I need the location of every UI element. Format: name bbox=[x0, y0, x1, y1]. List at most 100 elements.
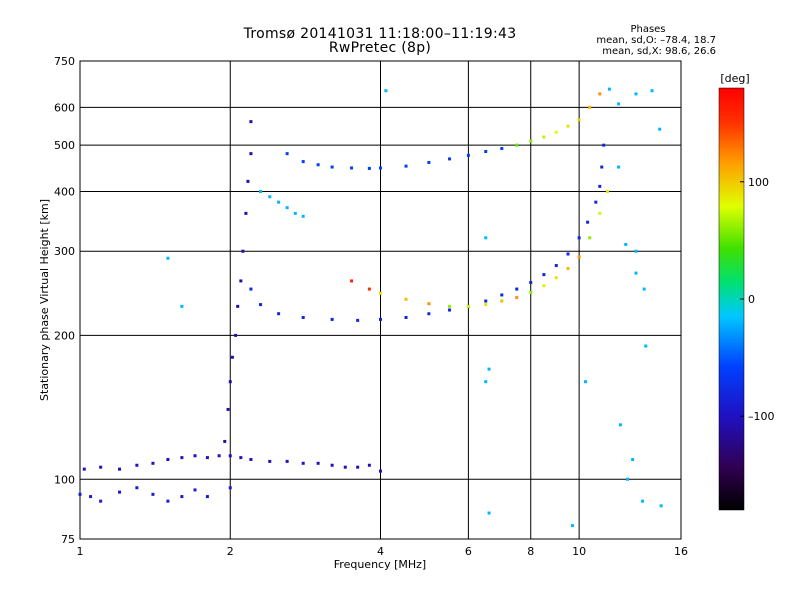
x-tick-label: 10 bbox=[572, 545, 586, 558]
data-point bbox=[241, 249, 245, 253]
data-points bbox=[78, 87, 663, 528]
data-point bbox=[350, 279, 354, 283]
data-point bbox=[316, 163, 320, 167]
series-scattered bbox=[166, 87, 663, 528]
x-tick-label: 4 bbox=[377, 545, 384, 558]
data-point bbox=[367, 166, 371, 170]
data-point bbox=[644, 344, 648, 348]
x-tick-label: 1 bbox=[77, 545, 84, 558]
data-point bbox=[529, 281, 533, 285]
data-point bbox=[379, 291, 382, 295]
colorbar-label: [deg] bbox=[720, 72, 749, 85]
data-point bbox=[515, 296, 519, 300]
x-axis-label: Frequency [MHz] bbox=[334, 558, 426, 571]
y-tick-label: 75 bbox=[61, 533, 75, 546]
data-point bbox=[617, 165, 621, 169]
data-point bbox=[330, 463, 334, 467]
data-point bbox=[228, 486, 232, 490]
data-point bbox=[427, 312, 431, 316]
data-point bbox=[228, 454, 232, 458]
data-point bbox=[631, 457, 635, 461]
phases-line-x: mean, sd,X: 98.6, 26.6 bbox=[602, 46, 716, 57]
data-point bbox=[268, 459, 272, 463]
y-tick-label: 750 bbox=[54, 55, 75, 68]
data-point bbox=[99, 499, 103, 503]
data-point bbox=[529, 139, 533, 143]
data-point bbox=[277, 312, 281, 316]
data-point bbox=[554, 264, 558, 268]
data-point bbox=[641, 499, 645, 503]
data-point bbox=[404, 315, 408, 319]
data-point bbox=[566, 267, 570, 271]
colorbar-ticks: 100 0 –100 bbox=[740, 176, 775, 423]
data-point bbox=[223, 439, 227, 443]
data-point bbox=[634, 271, 638, 275]
data-point bbox=[180, 456, 184, 460]
data-point bbox=[617, 102, 621, 106]
colorbar-tick-label: 100 bbox=[748, 176, 769, 189]
data-point bbox=[404, 164, 408, 168]
grid-lines bbox=[80, 61, 681, 539]
y-tick-label: 600 bbox=[54, 101, 75, 114]
data-point bbox=[82, 467, 86, 471]
data-point bbox=[566, 252, 570, 256]
phases-title: Phases bbox=[630, 24, 666, 35]
data-point bbox=[301, 461, 305, 465]
data-point bbox=[239, 456, 243, 460]
data-point bbox=[180, 304, 184, 308]
data-point bbox=[515, 143, 519, 147]
data-point bbox=[642, 287, 646, 291]
data-point bbox=[316, 461, 320, 465]
data-point bbox=[600, 165, 604, 169]
data-point bbox=[285, 152, 289, 156]
series-low-echoes bbox=[78, 486, 232, 503]
data-point bbox=[356, 318, 360, 322]
data-point bbox=[598, 184, 602, 188]
y-tick-label: 400 bbox=[54, 185, 75, 198]
data-point bbox=[634, 92, 638, 96]
data-point bbox=[151, 461, 155, 465]
data-point bbox=[249, 457, 253, 461]
chart-subtitle: RwPretec (8p) bbox=[328, 40, 432, 56]
data-point bbox=[343, 465, 347, 469]
data-point bbox=[226, 407, 230, 411]
x-tick-label: 6 bbox=[465, 545, 472, 558]
y-tick-label: 300 bbox=[54, 245, 75, 258]
data-point bbox=[542, 273, 546, 277]
series-f-trace-o bbox=[249, 143, 606, 322]
data-point bbox=[448, 308, 452, 312]
data-point bbox=[151, 492, 155, 496]
colorbar bbox=[718, 87, 745, 511]
data-point bbox=[367, 287, 371, 291]
data-point bbox=[135, 463, 139, 467]
data-point bbox=[659, 504, 663, 508]
data-point bbox=[379, 166, 382, 170]
data-point bbox=[236, 304, 240, 308]
data-point bbox=[554, 130, 558, 134]
data-point bbox=[78, 492, 82, 496]
data-point bbox=[230, 355, 234, 359]
data-point bbox=[625, 477, 629, 481]
data-point bbox=[293, 211, 297, 215]
series-upper-trace bbox=[285, 92, 602, 170]
y-tick-label: 100 bbox=[54, 473, 75, 486]
data-point bbox=[484, 303, 488, 307]
data-point bbox=[285, 206, 289, 210]
data-point bbox=[584, 380, 588, 384]
data-point bbox=[277, 200, 281, 204]
data-point bbox=[542, 284, 546, 288]
data-point bbox=[193, 488, 197, 492]
data-point bbox=[577, 236, 581, 240]
data-point bbox=[285, 459, 289, 463]
data-point bbox=[118, 467, 122, 471]
data-point bbox=[624, 242, 628, 246]
y-axis-label: Stationary phase Virtual Height [km] bbox=[38, 199, 51, 401]
data-point bbox=[259, 189, 263, 193]
data-point bbox=[99, 465, 103, 469]
colorbar-tick-label: 0 bbox=[748, 293, 755, 306]
data-point bbox=[205, 495, 209, 499]
data-point bbox=[484, 380, 488, 384]
data-point bbox=[542, 135, 546, 139]
series-e-region-trace bbox=[82, 454, 382, 473]
data-point bbox=[607, 87, 611, 91]
